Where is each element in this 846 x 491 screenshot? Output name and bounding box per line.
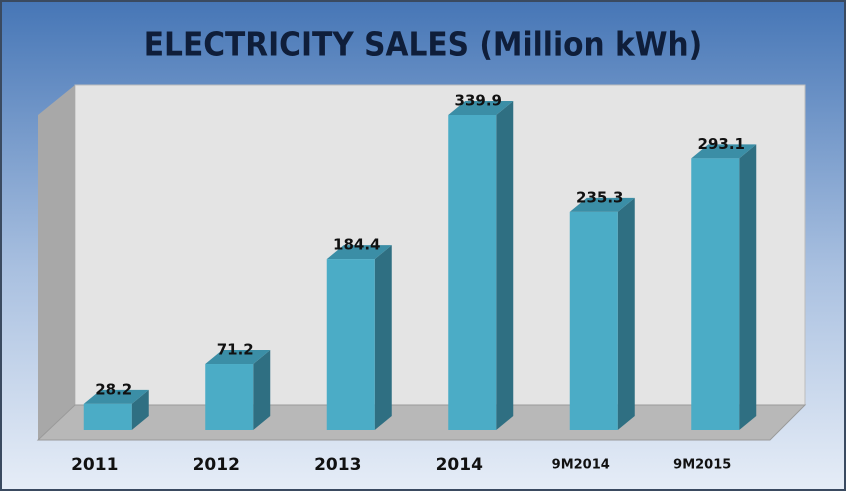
bar xyxy=(448,115,497,430)
floor xyxy=(36,404,807,441)
data-label: 235.3 xyxy=(576,188,623,206)
bar-top xyxy=(83,389,149,404)
chart-title: ELECTRICITY SALES (Million kWh) xyxy=(144,25,702,64)
x-tick-label: 2014 xyxy=(436,455,483,475)
bar-side xyxy=(739,144,757,430)
bar xyxy=(691,158,740,430)
x-tick-label: 9M2015 xyxy=(673,458,731,473)
bar-side xyxy=(253,350,271,430)
x-tick-label: 2012 xyxy=(193,455,240,475)
bar-side xyxy=(617,197,635,430)
x-tick-label: 2013 xyxy=(314,455,361,475)
bar xyxy=(83,403,132,430)
bar-side xyxy=(131,389,149,430)
bar xyxy=(569,211,618,430)
bar-top xyxy=(569,197,635,212)
data-label: 28.2 xyxy=(95,380,132,398)
x-tick-label: 2011 xyxy=(71,455,118,475)
bar-top xyxy=(205,350,271,365)
data-label: 339.9 xyxy=(455,92,502,110)
bar xyxy=(326,259,375,430)
bar xyxy=(205,364,254,430)
data-label: 293.1 xyxy=(698,135,745,153)
side-wall xyxy=(38,85,75,440)
bar-top xyxy=(326,245,392,260)
bar-top xyxy=(448,101,514,115)
bar-side xyxy=(496,101,514,430)
data-label: 184.4 xyxy=(333,236,380,254)
data-label: 71.2 xyxy=(217,341,254,359)
bar-top xyxy=(691,144,757,159)
bar-side xyxy=(374,245,392,430)
x-tick-label: 9M2014 xyxy=(552,458,610,473)
